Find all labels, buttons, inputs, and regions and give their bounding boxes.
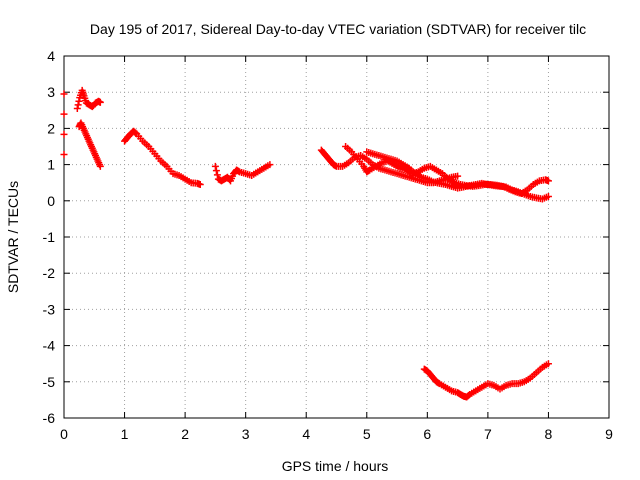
data-point-arc-f [544, 177, 552, 185]
data-point-arc-d [213, 171, 221, 179]
y-tick-label: 4 [47, 48, 55, 64]
x-tick-label: 9 [605, 426, 613, 442]
y-tick-label: -3 [43, 301, 56, 317]
x-tick-label: 8 [545, 426, 553, 442]
data-point-arc-d [211, 162, 219, 170]
y-tick-label: -2 [43, 265, 56, 281]
ticks-layer: 0 1 2 3 4 5 6 7 8 9 -6 -5 -4 -3 -2 -1 0 1 2 3 4 [43, 48, 614, 442]
data-point-arc-g [544, 192, 552, 200]
x-tick-label: 0 [60, 426, 68, 442]
y-axis-title: SDTVAR / TECUs [5, 181, 21, 293]
x-tick-label: 1 [121, 426, 129, 442]
data-point-isolated [60, 110, 68, 118]
data-point-arc-e [454, 172, 462, 180]
y-tick-label: -1 [43, 229, 56, 245]
y-tick-label: 2 [47, 120, 55, 136]
y-tick-label: 3 [47, 84, 55, 100]
data-point-arc-b [96, 162, 104, 170]
chart-title: Day 195 of 2017, Sidereal Day-to-day VTE… [90, 21, 586, 37]
y-tick-label: 1 [47, 157, 55, 173]
x-tick-label: 4 [302, 426, 310, 442]
data-point-arc-d [212, 167, 220, 175]
x-tick-label: 2 [181, 426, 189, 442]
data-point-arc-d [266, 161, 274, 169]
y-tick-label: -6 [43, 410, 56, 426]
data-point-isolated [60, 130, 68, 138]
data-point-isolated [60, 90, 68, 98]
x-tick-label: 7 [484, 426, 492, 442]
y-tick-label: -4 [43, 338, 56, 354]
data-point-arc-a [96, 98, 104, 106]
data-point-arc-c [196, 181, 204, 189]
y-tick-label: -5 [43, 374, 56, 390]
points-layer [60, 86, 552, 401]
x-tick-label: 6 [423, 426, 431, 442]
data-point-arc-a [75, 97, 83, 105]
x-tick-label: 3 [242, 426, 250, 442]
data-point-arc-h [544, 360, 552, 368]
grid-layer [64, 56, 609, 418]
data-point-isolated [60, 150, 68, 158]
data-point-arc-a [73, 104, 81, 112]
y-tick-label: 0 [47, 193, 55, 209]
data-point-arc-a [74, 101, 82, 109]
x-axis-title: GPS time / hours [282, 458, 389, 474]
x-tick-label: 5 [363, 426, 371, 442]
